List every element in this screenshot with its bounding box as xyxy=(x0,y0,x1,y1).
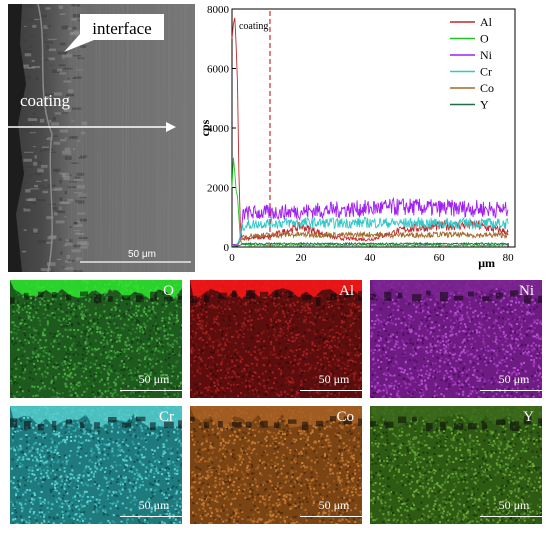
series-line-y xyxy=(232,241,509,247)
sem-scale-label: 50 μm xyxy=(128,249,156,260)
x-tick-label: 20 xyxy=(296,252,308,264)
map-scale-bar xyxy=(300,390,362,391)
interface-pointer xyxy=(64,34,94,52)
y-tick-label: 2000 xyxy=(207,183,230,195)
map-label-ni: Ni xyxy=(519,283,534,299)
series-line-cr xyxy=(232,216,509,246)
legend-label-ni: Ni xyxy=(480,48,493,62)
map-scale-bar xyxy=(480,516,542,517)
coating-label: coating xyxy=(20,91,71,110)
map-label-al: Al xyxy=(339,283,354,299)
series-line-ni xyxy=(231,196,509,246)
interface-label-box xyxy=(80,14,164,40)
coating-layer-region xyxy=(10,280,182,300)
legend-label-y: Y xyxy=(480,98,489,112)
series-line-o xyxy=(231,157,509,248)
coating-annotation: coating xyxy=(239,21,268,32)
series-line-al xyxy=(231,17,509,242)
map-ni: Ni 50 μm xyxy=(370,280,542,398)
map-co: Co 50 μm xyxy=(190,406,362,524)
eds-linescan-chart: 0 2000 4000 6000 8000 0 20 40 60 80 cps μm coating Al… xyxy=(195,0,550,272)
map-scale-bar xyxy=(480,390,542,391)
legend-label-cr: Cr xyxy=(480,65,492,79)
x-tick-label: 60 xyxy=(434,252,446,264)
map-label-cr: Cr xyxy=(159,409,174,425)
interface-line xyxy=(37,4,53,272)
series-line-co xyxy=(232,230,509,247)
legend-label-co: Co xyxy=(480,81,494,95)
map-scale-label: 50 μm xyxy=(498,372,530,386)
x-tick-label: 40 xyxy=(365,252,377,264)
map-cr: Cr 50 μm xyxy=(10,406,182,524)
x-tick-label: 0 xyxy=(229,252,235,264)
map-label-y: Y xyxy=(523,409,534,425)
x-tick-label: 80 xyxy=(503,252,514,264)
map-scale-label: 50 μm xyxy=(318,372,350,386)
interface-label: interface xyxy=(92,19,151,38)
map-scale-bar xyxy=(120,390,182,391)
map-y: Y 50 μm xyxy=(370,406,542,524)
y-tick-label: 4000 xyxy=(207,123,230,135)
y-tick-label: 0 xyxy=(224,242,230,254)
coating-dark-edge xyxy=(8,4,26,272)
coating-layer-region xyxy=(190,280,362,301)
map-label-o: O xyxy=(163,283,174,299)
y-tick-label: 8000 xyxy=(207,4,230,16)
map-scale-label: 50 μm xyxy=(498,498,530,512)
linescan-arrow-head xyxy=(166,122,176,132)
map-scale-bar xyxy=(300,516,362,517)
map-scale-bar xyxy=(120,516,182,517)
legend-label-o: O xyxy=(480,32,489,46)
y-tick-label: 6000 xyxy=(207,64,230,76)
legend-label-al: Al xyxy=(480,15,493,29)
coating-layer-region xyxy=(370,406,542,428)
map-label-co: Co xyxy=(336,409,354,425)
map-scale-label: 50 μm xyxy=(318,498,350,512)
map-o: O 50 μm xyxy=(10,280,182,398)
map-scale-label: 50 μm xyxy=(138,372,170,386)
y-axis-label: cps xyxy=(198,119,212,136)
x-axis-label: μm xyxy=(478,256,495,270)
map-scale-label: 50 μm xyxy=(138,498,170,512)
sem-cross-section-image: interface coating 50 μm xyxy=(8,4,195,272)
map-al: Al 50 μm xyxy=(190,280,362,398)
